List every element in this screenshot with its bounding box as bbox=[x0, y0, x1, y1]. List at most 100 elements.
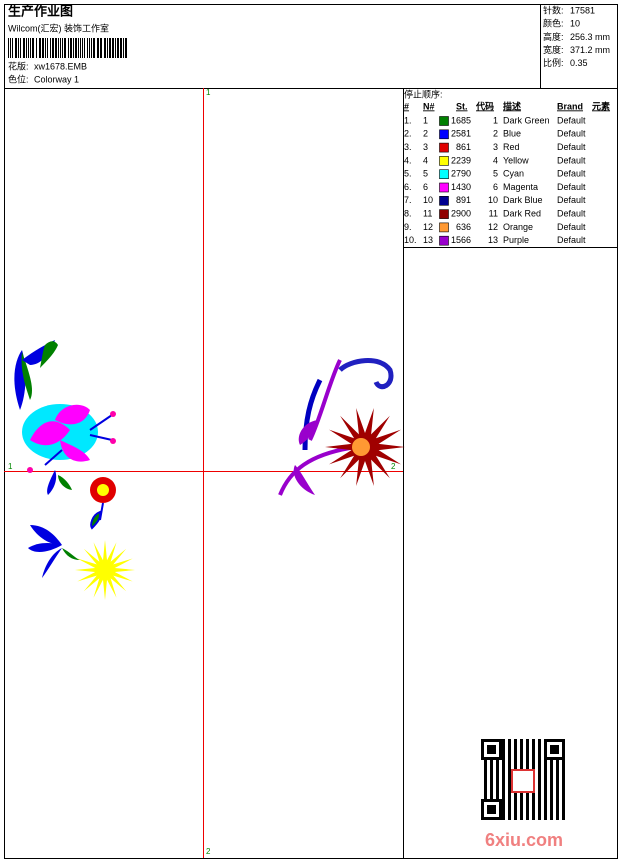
barcode bbox=[8, 38, 127, 58]
qr-cell bbox=[556, 778, 559, 781]
qr-cell bbox=[556, 814, 559, 817]
qr-cell bbox=[550, 775, 553, 778]
qr-cell bbox=[544, 817, 547, 820]
border bbox=[4, 4, 618, 859]
qr-cell bbox=[538, 766, 541, 769]
qr-cell bbox=[544, 775, 547, 778]
brand: Default bbox=[557, 129, 586, 139]
qr-cell bbox=[556, 799, 559, 802]
qr-cell bbox=[496, 769, 499, 772]
column-header: 描述 bbox=[503, 100, 521, 111]
qr-cell bbox=[526, 766, 529, 769]
row-index: 8. bbox=[404, 208, 412, 218]
qr-cell bbox=[484, 784, 487, 787]
stitches: 861 bbox=[456, 142, 471, 152]
qr-cell bbox=[514, 805, 517, 808]
qr-cell bbox=[532, 748, 535, 751]
barcode-bar bbox=[47, 38, 48, 58]
qr-cell bbox=[562, 778, 565, 781]
barcode-bar bbox=[117, 38, 119, 58]
qr-cell bbox=[502, 802, 505, 805]
qr-cell bbox=[532, 766, 535, 769]
qr-cell bbox=[538, 763, 541, 766]
barcode-bar bbox=[28, 38, 29, 58]
row-index: 1. bbox=[404, 115, 412, 125]
qr-cell bbox=[502, 817, 505, 820]
qr-cell bbox=[508, 802, 511, 805]
qr-cell bbox=[550, 763, 553, 766]
qr-cell bbox=[520, 763, 523, 766]
qr-cell bbox=[562, 793, 565, 796]
qr-cell bbox=[556, 784, 559, 787]
qr-cell bbox=[538, 748, 541, 751]
qr-cell bbox=[520, 757, 523, 760]
qr-cell bbox=[502, 808, 505, 811]
qr-cell bbox=[508, 817, 511, 820]
qr-cell bbox=[508, 787, 511, 790]
qr-cell bbox=[550, 766, 553, 769]
barcode-bar bbox=[20, 38, 21, 58]
info-value: 10 bbox=[570, 19, 580, 29]
qr-cell bbox=[550, 811, 553, 814]
barcode-bar bbox=[50, 38, 51, 58]
qr-cell bbox=[538, 742, 541, 745]
qr-cell bbox=[538, 808, 541, 811]
qr-cell bbox=[562, 799, 565, 802]
needle: 4 bbox=[423, 155, 428, 165]
qr-finder bbox=[550, 745, 559, 754]
qr-cell bbox=[538, 775, 541, 778]
qr-cell bbox=[556, 790, 559, 793]
axis-label: 1 bbox=[206, 88, 211, 97]
qr-cell bbox=[484, 778, 487, 781]
qr-cell bbox=[502, 760, 505, 763]
qr-cell bbox=[526, 811, 529, 814]
barcode-bar bbox=[64, 38, 66, 58]
qr-cell bbox=[502, 799, 505, 802]
barcode-bar bbox=[55, 38, 57, 58]
stitches: 2900 bbox=[451, 208, 471, 218]
qr-cell bbox=[502, 754, 505, 757]
color-swatch bbox=[439, 209, 449, 219]
qr-cell bbox=[496, 778, 499, 781]
qr-cell bbox=[502, 805, 505, 808]
qr-cell bbox=[514, 793, 517, 796]
qr-cell bbox=[490, 778, 493, 781]
qr-cell bbox=[532, 742, 535, 745]
qr-cell bbox=[544, 799, 547, 802]
barcode-bar bbox=[8, 38, 9, 58]
description: Cyan bbox=[503, 169, 524, 179]
qr-cell bbox=[502, 742, 505, 745]
qr-cell bbox=[496, 787, 499, 790]
design-label: 花版: bbox=[8, 60, 29, 71]
brand: Default bbox=[557, 142, 586, 152]
qr-cell bbox=[526, 802, 529, 805]
qr-cell bbox=[508, 742, 511, 745]
qr-cell bbox=[508, 781, 511, 784]
qr-cell bbox=[484, 775, 487, 778]
qr-cell bbox=[550, 808, 553, 811]
qr-cell bbox=[520, 817, 523, 820]
barcode-bar bbox=[89, 38, 90, 58]
qr-cell bbox=[562, 796, 565, 799]
embroidery-design bbox=[14, 340, 405, 600]
barcode-bar bbox=[68, 38, 69, 58]
qr-cell bbox=[508, 769, 511, 772]
qr-cell bbox=[502, 781, 505, 784]
needle: 3 bbox=[423, 142, 428, 152]
qr-cell bbox=[544, 802, 547, 805]
barcode-bar bbox=[115, 38, 116, 58]
stitches: 2790 bbox=[451, 169, 471, 179]
qr-cell bbox=[502, 784, 505, 787]
needle: 13 bbox=[423, 235, 433, 245]
qr-cell bbox=[562, 808, 565, 811]
qr-cell bbox=[550, 817, 553, 820]
qr-cell bbox=[502, 772, 505, 775]
qr-cell bbox=[538, 781, 541, 784]
qr-cell bbox=[484, 790, 487, 793]
barcode-bar bbox=[75, 38, 77, 58]
qr-cell bbox=[490, 772, 493, 775]
description: Dark Blue bbox=[503, 195, 543, 205]
brand: Default bbox=[557, 169, 586, 179]
qr-cell bbox=[538, 811, 541, 814]
